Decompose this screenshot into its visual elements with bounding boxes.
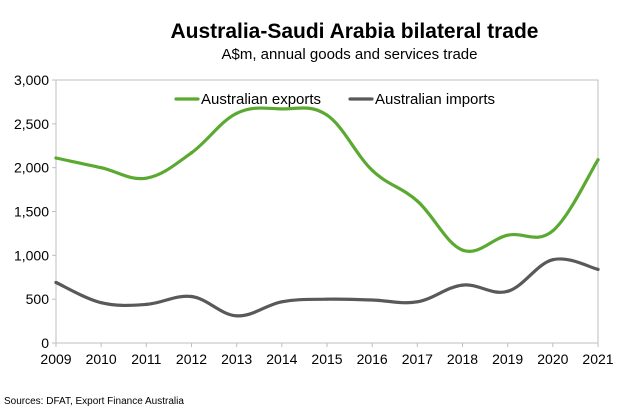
x-tick-label: 2015 [311, 351, 342, 367]
data-point [99, 301, 103, 305]
series-line-imports [54, 257, 600, 318]
legend-label: Australian exports [201, 91, 321, 108]
data-point [596, 267, 600, 271]
data-point [325, 297, 329, 301]
series-line-exports [54, 106, 600, 253]
data-point [551, 229, 555, 233]
data-point [460, 248, 465, 252]
data-point [235, 111, 239, 115]
data-point [460, 283, 465, 287]
data-point [506, 289, 510, 293]
data-point [144, 302, 148, 307]
y-tick-label: 3,000 [14, 72, 49, 88]
data-point [189, 151, 194, 155]
data-point [415, 199, 419, 203]
x-tick-label: 2011 [131, 351, 161, 367]
data-point [370, 298, 374, 302]
x-tick-label: 2021 [582, 351, 613, 367]
x-tick-label: 2019 [492, 351, 523, 367]
data-point [189, 294, 194, 299]
x-tick-label: 2020 [537, 351, 568, 367]
x-tick-label: 2009 [40, 351, 71, 367]
x-tick-label: 2016 [357, 351, 388, 367]
y-tick-label: 500 [26, 291, 50, 307]
chart-subtitle: A$m, annual goods and services trade [221, 46, 478, 63]
data-point [54, 280, 58, 285]
x-tick-label: 2017 [402, 351, 433, 367]
data-point [506, 233, 510, 237]
legend-label: Australian imports [375, 91, 495, 108]
data-point [235, 314, 239, 318]
data-point [280, 107, 284, 111]
data-point [551, 258, 555, 262]
x-tick-label: 2013 [221, 351, 252, 367]
data-point [415, 300, 419, 304]
x-tick-label: 2014 [266, 351, 297, 367]
data-point [54, 156, 58, 160]
y-tick-label: 1,500 [14, 204, 49, 220]
x-tick-label: 2012 [176, 351, 207, 367]
y-tick-label: 1,000 [14, 247, 49, 263]
data-point [99, 166, 103, 170]
y-tick-label: 0 [41, 335, 49, 351]
x-tick-label: 2010 [86, 351, 117, 367]
y-tick-label: 2,000 [14, 160, 49, 176]
x-tick-label: 2018 [447, 351, 478, 367]
y-tick-label: 2,500 [14, 116, 49, 132]
data-point [280, 300, 284, 304]
source-note: Sources: DFAT, Export Finance Australia [4, 396, 184, 407]
data-point [325, 113, 329, 117]
data-point [370, 168, 374, 172]
data-point [596, 158, 600, 162]
data-point [144, 176, 148, 180]
chart-title: Australia-Saudi Arabia bilateral trade [170, 20, 539, 43]
